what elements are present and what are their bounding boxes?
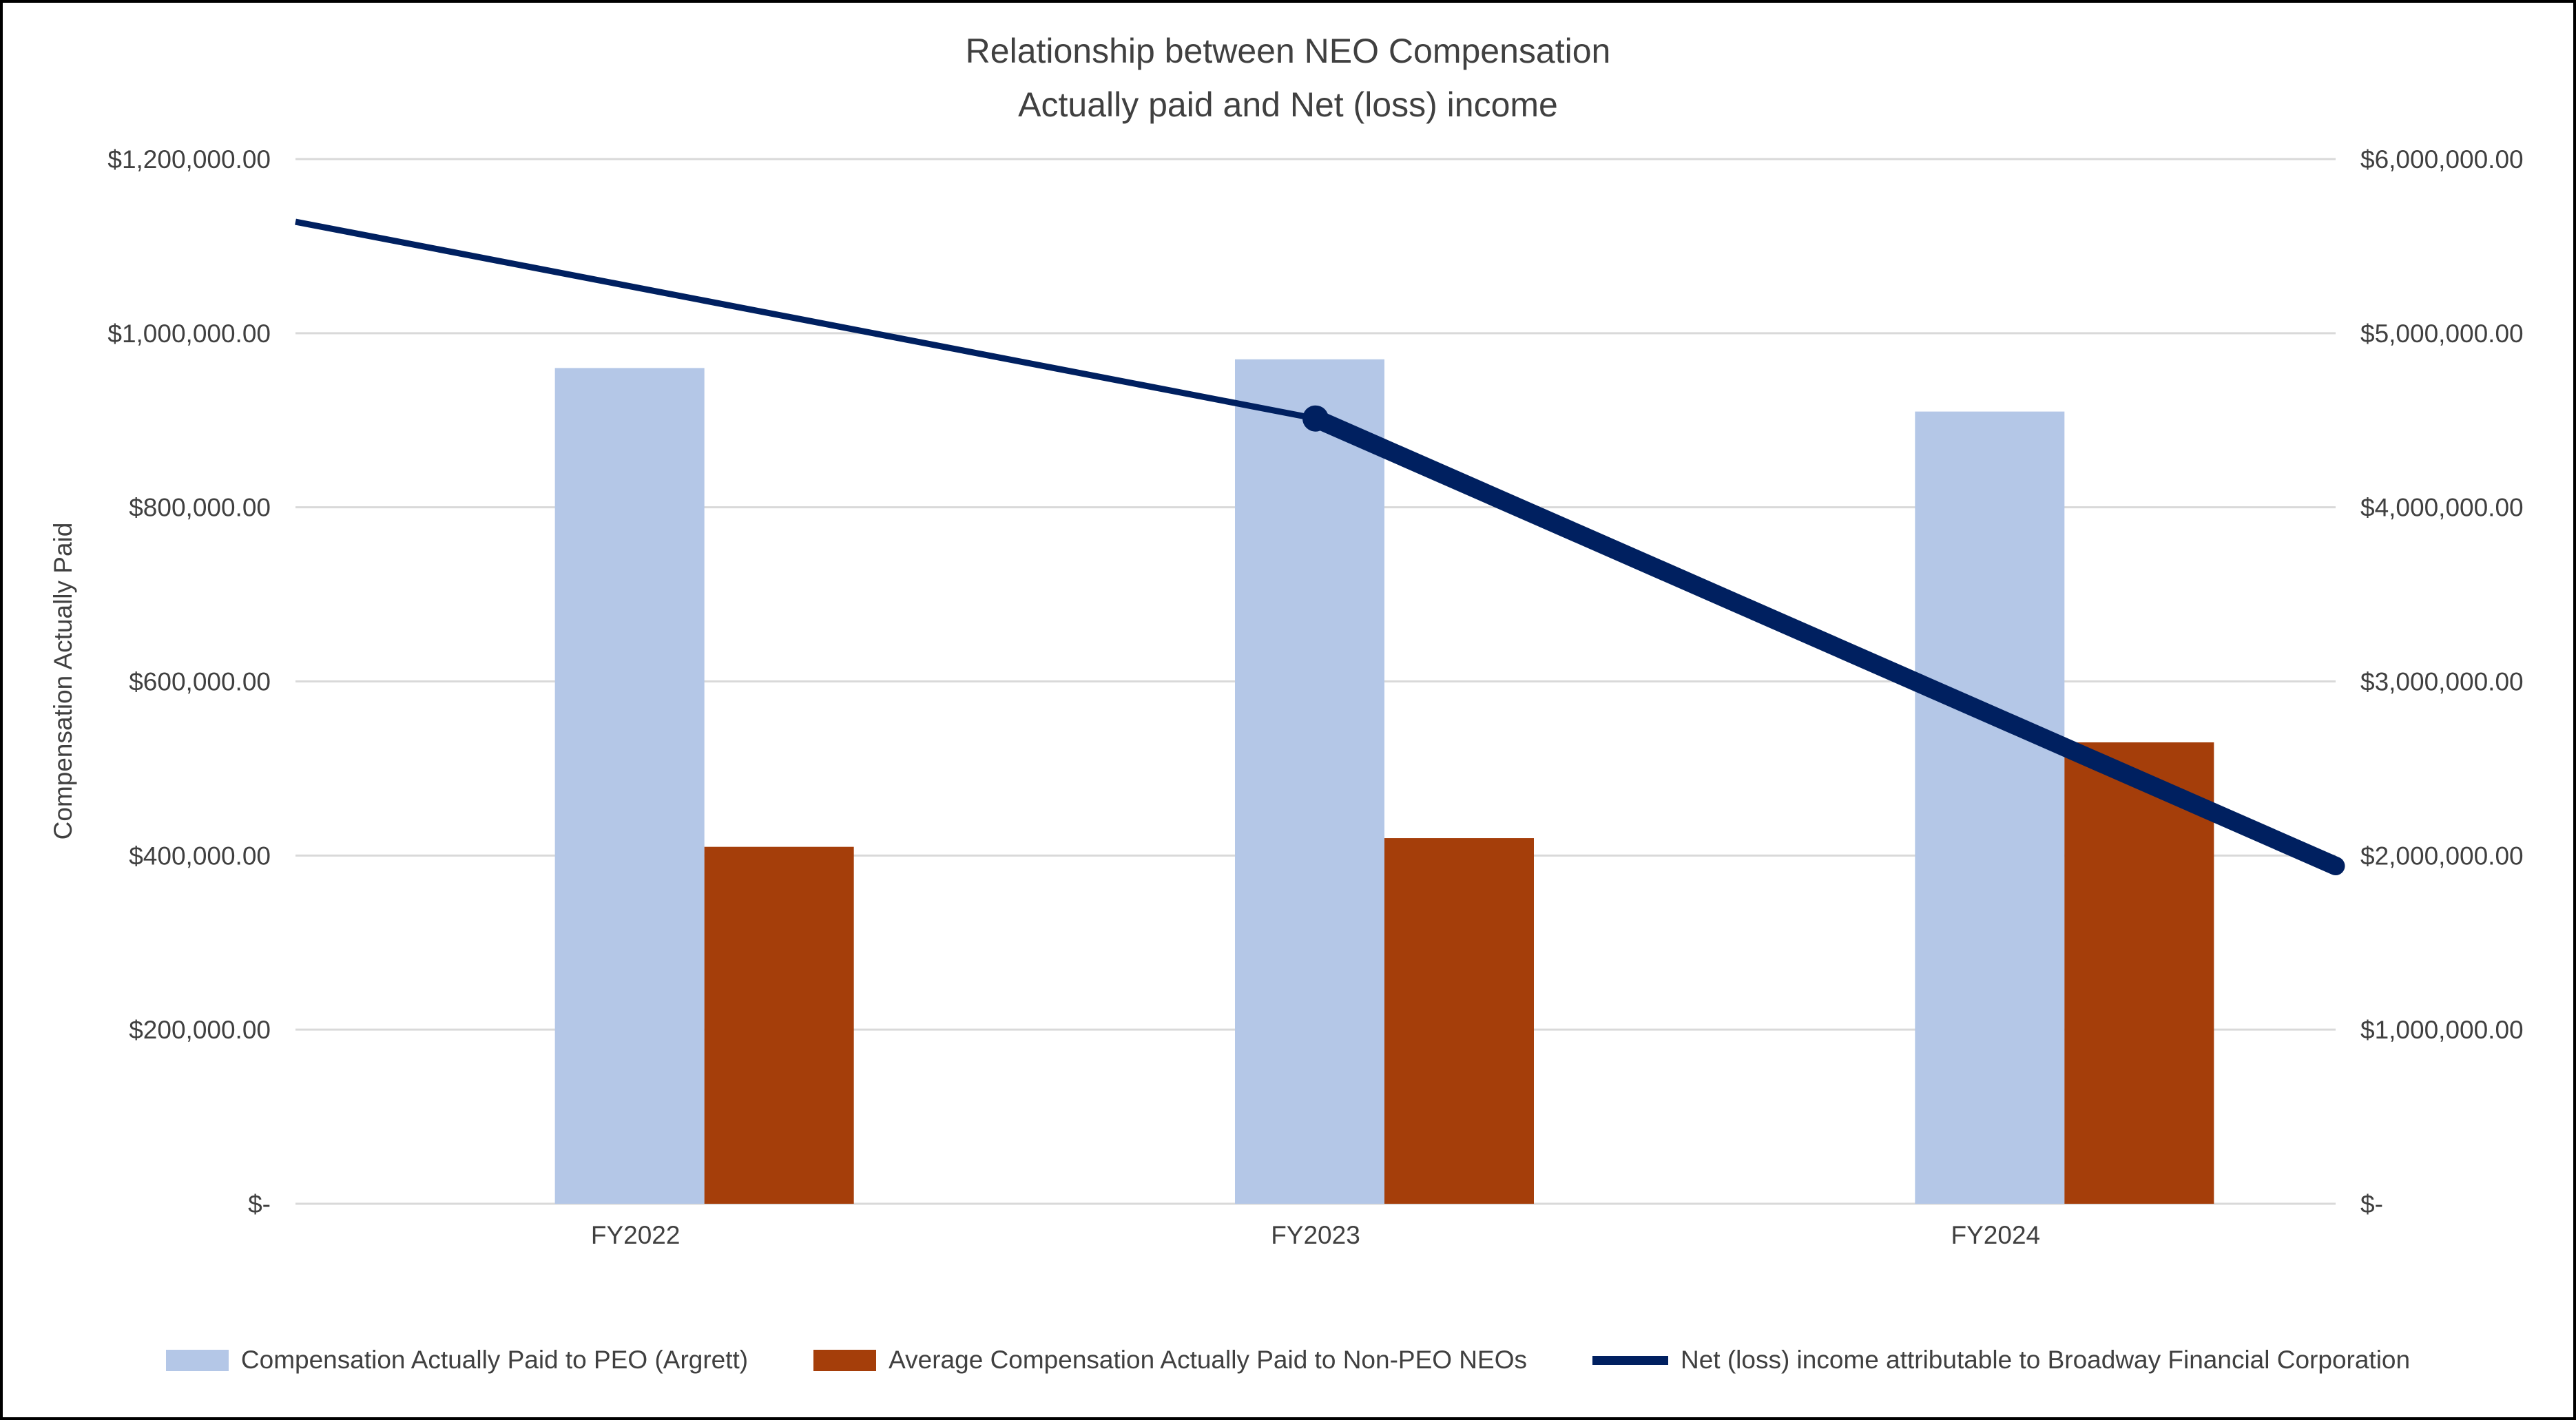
left-axis-tick-label: $-	[248, 1190, 271, 1218]
legend-swatch-net-income-line	[1592, 1355, 1668, 1365]
net-income-line-marker	[1302, 405, 1329, 432]
legend-item-net-income: Net (loss) income attributable to Broadw…	[1592, 1346, 2410, 1375]
chart-title: Relationship between NEO Compensation Ac…	[3, 25, 2573, 132]
legend-label-peo: Compensation Actually Paid to PEO (Argre…	[240, 1346, 749, 1374]
legend-swatch-nonpeo-bar	[813, 1349, 877, 1371]
right-axis-tick-label: $-	[2360, 1190, 2383, 1218]
right-axis-tick-label: $2,000,000.00	[2360, 842, 2524, 870]
left-axis-tick-label: $200,000.00	[129, 1016, 271, 1044]
right-axis-tick-label: $3,000,000.00	[2360, 668, 2524, 696]
left-axis-tick-label: $1,200,000.00	[107, 145, 271, 174]
net-income-line-segment-1	[295, 218, 1316, 422]
bar-nonpeo-FY2023	[1384, 838, 1534, 1204]
legend-swatch-peo-bar	[165, 1349, 229, 1371]
bar-peo-FY2024	[1915, 411, 2065, 1204]
legend-item-peo: Compensation Actually Paid to PEO (Argre…	[165, 1346, 749, 1375]
right-axis-tick-label: $4,000,000.00	[2360, 494, 2524, 522]
net-income-line-segment-2	[1306, 409, 2345, 876]
plot-area: $- $- $200,000.00 $1,000,000.00 $400,000.00 $…	[107, 145, 2524, 1249]
bar-peo-FY2022	[554, 368, 705, 1204]
left-axis-tick-label: $800,000.00	[129, 494, 271, 522]
chart-title-line2: Actually paid and Net (loss) income	[1018, 85, 1558, 124]
left-axis-tick-label: $400,000.00	[129, 842, 271, 870]
right-axis-tick-label: $6,000,000.00	[2360, 145, 2524, 174]
legend-label-nonpeo: Average Compensation Actually Paid to No…	[889, 1346, 1527, 1374]
x-axis-category-label: FY2024	[1951, 1221, 2041, 1249]
legend-label-net-income: Net (loss) income attributable to Broadw…	[1680, 1346, 2411, 1374]
x-axis-category-label: FY2022	[591, 1221, 681, 1249]
right-axis-tick-label: $1,000,000.00	[2360, 1016, 2524, 1044]
bar-nonpeo-FY2022	[704, 846, 854, 1204]
bar-peo-FY2023	[1235, 359, 1384, 1204]
left-axis-tick-label: $1,000,000.00	[107, 320, 271, 348]
legend-item-nonpeo: Average Compensation Actually Paid to No…	[813, 1346, 1527, 1375]
chart-title-line1: Relationship between NEO Compensation	[965, 32, 1611, 70]
left-axis-tick-label: $600,000.00	[129, 668, 271, 696]
bar-nonpeo-FY2024	[2064, 742, 2214, 1204]
legend: Compensation Actually Paid to PEO (Argre…	[3, 1346, 2573, 1375]
right-axis-tick-label: $5,000,000.00	[2360, 320, 2524, 348]
x-axis-category-label: FY2023	[1271, 1221, 1360, 1249]
